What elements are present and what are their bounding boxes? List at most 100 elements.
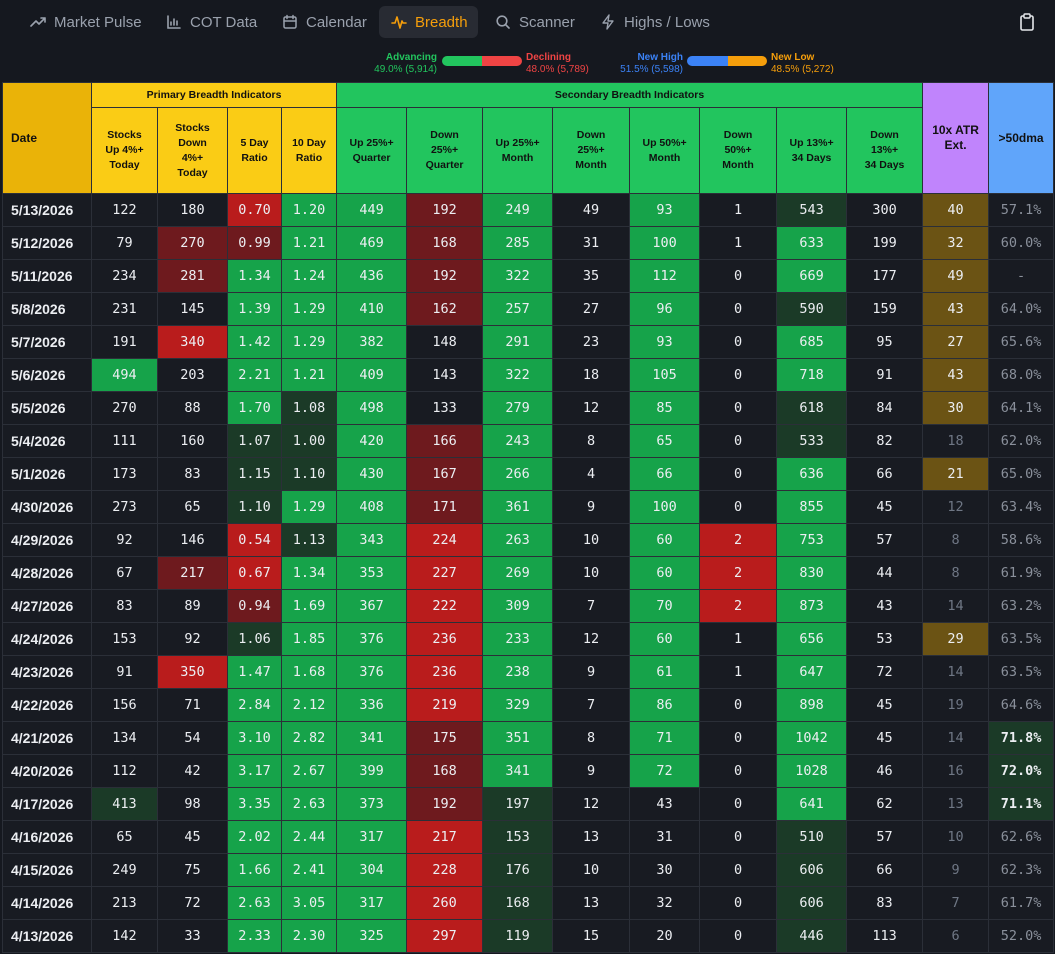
cell-down50m: 0 [699, 424, 778, 458]
cell-r5: 2.33 [227, 919, 282, 953]
cell-r10: 2.82 [280, 721, 338, 755]
cell-atr: 8 [922, 523, 990, 557]
cell-down25q: 236 [406, 655, 484, 689]
cell-down25q: 219 [406, 688, 484, 722]
tab-highs-lows[interactable]: Highs / Lows [588, 6, 722, 38]
cell-up50m: 86 [629, 688, 701, 722]
tab-calendar[interactable]: Calendar [270, 6, 379, 38]
header-ratio-5day[interactable]: 5 Day Ratio [227, 107, 282, 194]
table-row[interactable]: 4/23/2026 91 350 1.47 1.68 376 236 238 9 61 1 647 72… [2, 655, 1055, 689]
header-down25-month[interactable]: Down 25%+ Month [552, 107, 631, 194]
cell-atr: 10 [922, 820, 990, 854]
table-row[interactable]: 4/21/2026 134 54 3.10 2.82 341 175 351 8 71 0 1042 4… [2, 721, 1055, 755]
header-up13-34days[interactable]: Up 13%+ 34 Days [776, 107, 848, 194]
table-row[interactable]: 4/29/2026 92 146 0.54 1.13 343 224 263 10 60 2 753 5… [2, 523, 1055, 557]
table-row[interactable]: 5/1/2026 173 83 1.15 1.10 430 167 266 4 66 0 636 66 2… [2, 457, 1055, 491]
table-row[interactable]: 4/22/2026 156 71 2.84 2.12 336 219 329 7 86 0 898 45… [2, 688, 1055, 722]
header-down50-month[interactable]: Down 50%+ Month [699, 107, 778, 194]
cell-up13: 636 [776, 457, 848, 491]
cell-up25m: 257 [482, 292, 554, 326]
tab-label: Breadth [415, 13, 468, 31]
cell-up25m: 291 [482, 325, 554, 359]
header-up25-quarter[interactable]: Up 25%+ Quarter [336, 107, 408, 194]
cell-up50m: 20 [629, 919, 701, 953]
header-ratio-10day[interactable]: 10 Day Ratio [280, 107, 338, 194]
table-row[interactable]: 4/24/2026 153 92 1.06 1.85 376 236 233 12 60 1 656 5… [2, 622, 1055, 656]
cell-up25m: 119 [482, 919, 554, 953]
table-row[interactable]: 4/17/2026 413 98 3.35 2.63 373 192 197 12 43 0 641 6… [2, 787, 1055, 821]
new-high-value: 51.5% (5,598) [620, 64, 683, 75]
cell-up4: 122 [91, 193, 158, 227]
table-row[interactable]: 5/4/2026 111 160 1.07 1.00 420 166 243 8 65 0 533 82… [2, 424, 1055, 458]
header-date[interactable]: Date [2, 82, 92, 194]
cell-up4: 270 [91, 391, 158, 425]
header-atr[interactable]: 10x ATR Ext. [922, 82, 990, 194]
header-line: Up 25%+ [495, 136, 540, 149]
cell-down13: 300 [846, 193, 924, 227]
cell-down25m: 9 [552, 490, 631, 524]
cell-down4: 75 [157, 853, 228, 887]
header-line: Up 13%+ [789, 136, 834, 149]
cell-up13: 718 [776, 358, 848, 392]
header-line: Down [576, 129, 606, 141]
cell-up13: 618 [776, 391, 848, 425]
header-up4-today[interactable]: Stocks Up 4%+ Today [91, 107, 158, 194]
table-row[interactable]: 4/14/2026 213 72 2.63 3.05 317 260 168 13 32 0 606 8… [2, 886, 1055, 920]
cell-down25q: 168 [406, 754, 484, 788]
new-high-label: New High [637, 52, 683, 63]
cell-down25q: 224 [406, 523, 484, 557]
table-row[interactable]: 5/7/2026 191 340 1.42 1.29 382 148 291 23 93 0 685 9… [2, 325, 1055, 359]
table-row[interactable]: 5/11/2026 234 281 1.34 1.24 436 192 322 35 112 0 66… [2, 259, 1055, 293]
cell-r10: 3.05 [280, 886, 338, 920]
cell-up25m: 351 [482, 721, 554, 755]
header-up25-month[interactable]: Up 25%+ Month [482, 107, 554, 194]
cell-down25q: 171 [406, 490, 484, 524]
cell-down25m: 4 [552, 457, 631, 491]
cell-down13: 199 [846, 226, 924, 260]
table-row[interactable]: 4/20/2026 112 42 3.17 2.67 399 168 341 9 72 0 1028 4… [2, 754, 1055, 788]
table-row[interactable]: 4/28/2026 67 217 0.67 1.34 353 227 269 10 60 2 830 4… [2, 556, 1055, 590]
cell-up13: 606 [776, 853, 848, 887]
header-up50-month[interactable]: Up 50%+ Month [629, 107, 701, 194]
table-row[interactable]: 4/27/2026 83 89 0.94 1.69 367 222 309 7 70 2 873 43 1… [2, 589, 1055, 623]
table-row[interactable]: 5/6/2026 494 203 2.21 1.21 409 143 322 18 105 0 718… [2, 358, 1055, 392]
cell-down13: 72 [846, 655, 924, 689]
cell-down13: 95 [846, 325, 924, 359]
bar-chart-icon [167, 15, 181, 29]
cell-down50m: 0 [699, 490, 778, 524]
table-row[interactable]: 4/16/2026 65 45 2.02 2.44 317 217 153 13 31 0 510 57… [2, 820, 1055, 854]
table-row[interactable]: 4/15/2026 249 75 1.66 2.41 304 228 176 10 30 0 606 6… [2, 853, 1055, 887]
cell-up13: 873 [776, 589, 848, 623]
cell-atr: 27 [922, 325, 990, 359]
cell-up25q: 376 [336, 622, 408, 656]
cell-down50m: 2 [699, 523, 778, 557]
cell-atr: 49 [922, 259, 990, 293]
cell-r5: 2.84 [227, 688, 282, 722]
tab-cot-data[interactable]: COT Data [154, 6, 269, 38]
cell-up50m: 96 [629, 292, 701, 326]
tab-scanner[interactable]: Scanner [483, 6, 587, 38]
cell-atr: 12 [922, 490, 990, 524]
header-down4-today[interactable]: Stocks Down 4%+ Today [157, 107, 228, 194]
header-down13-34days[interactable]: Down 13%+ 34 Days [846, 107, 924, 194]
table-row[interactable]: 5/8/2026 231 145 1.39 1.29 410 162 257 27 96 0 590 1… [2, 292, 1055, 326]
table-row[interactable]: 5/13/2026 122 180 0.70 1.20 449 192 249 49 93 1 543… [2, 193, 1055, 227]
cell-up25q: 430 [336, 457, 408, 491]
high-low-bar [687, 56, 767, 66]
header-down25-quarter[interactable]: Down 25%+ Quarter [406, 107, 484, 194]
cell-dma: 61.7% [988, 886, 1055, 920]
tab-market-pulse[interactable]: Market Pulse [18, 6, 154, 38]
search-icon [496, 15, 510, 29]
cell-r10: 1.10 [280, 457, 338, 491]
tab-breadth[interactable]: Breadth [379, 6, 478, 38]
header-dma[interactable]: >50dma [988, 82, 1055, 194]
cell-up25m: 309 [482, 589, 554, 623]
cell-up25m: 285 [482, 226, 554, 260]
table-row[interactable]: 5/5/2026 270 88 1.70 1.08 498 133 279 12 85 0 618 84… [2, 391, 1055, 425]
clipboard-icon[interactable] [1019, 13, 1035, 31]
table-row[interactable]: 4/13/2026 142 33 2.33 2.30 325 297 119 15 20 0 446 1… [2, 919, 1055, 953]
calendar-icon [283, 14, 297, 29]
table-row[interactable]: 5/12/2026 79 270 0.99 1.21 469 168 285 31 100 1 633… [2, 226, 1055, 260]
table-row[interactable]: 4/30/2026 273 65 1.10 1.29 408 171 361 9 100 0 855 4… [2, 490, 1055, 524]
cell-up13: 533 [776, 424, 848, 458]
